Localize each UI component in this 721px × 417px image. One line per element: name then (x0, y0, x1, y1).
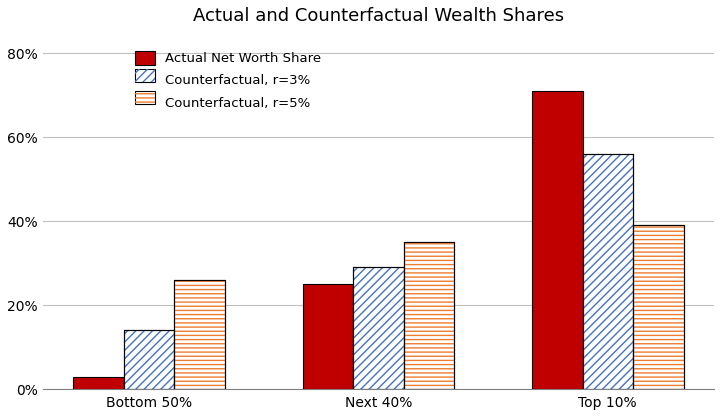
Bar (123, 330, 174, 389)
Bar (174, 280, 224, 389)
Bar (633, 225, 684, 389)
Bar (174, 280, 224, 389)
Bar (353, 267, 404, 389)
Bar (583, 154, 633, 389)
Bar (174, 280, 224, 389)
Bar (404, 242, 454, 389)
Bar (583, 154, 633, 389)
Title: Actual and Counterfactual Wealth Shares: Actual and Counterfactual Wealth Shares (193, 7, 564, 25)
Bar (303, 284, 353, 389)
Bar (633, 225, 684, 389)
Bar (633, 225, 684, 389)
Bar (404, 242, 454, 389)
Bar (353, 267, 404, 389)
Bar (73, 377, 123, 389)
Bar (532, 91, 583, 389)
Legend: Actual Net Worth Share, Counterfactual, r=3%, Counterfactual, r=5%: Actual Net Worth Share, Counterfactual, … (130, 46, 327, 115)
Bar (404, 242, 454, 389)
Bar (583, 154, 633, 389)
Bar (353, 267, 404, 389)
Bar (123, 330, 174, 389)
Bar (123, 330, 174, 389)
